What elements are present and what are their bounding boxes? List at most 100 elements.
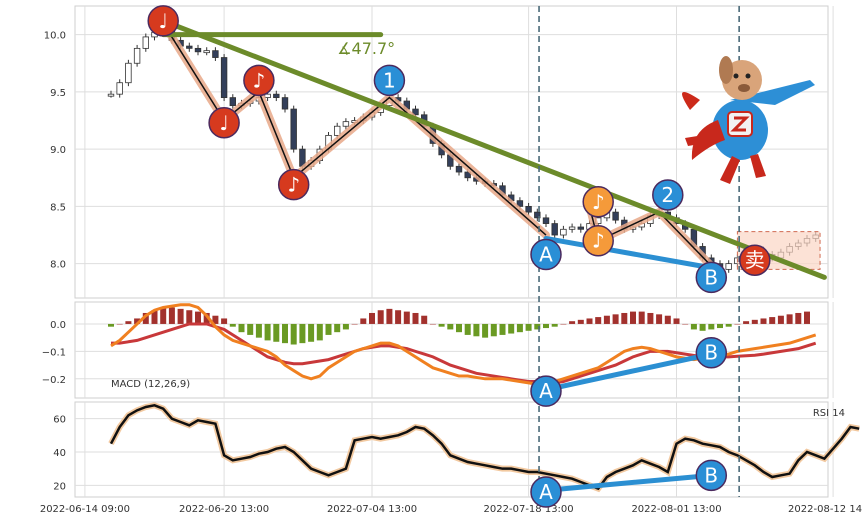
marker-label: 卖 [745, 248, 765, 272]
candle-body [412, 108, 419, 116]
macd-hist-bar [490, 323, 497, 337]
marker-label: ♩ [219, 111, 228, 135]
macd-hist-bar [282, 323, 288, 344]
macd-hist-bar [569, 321, 576, 324]
marker-label: B [704, 265, 718, 289]
macd-hist-bar [717, 323, 723, 329]
macd-hist-bar [612, 314, 619, 324]
macd-hist-bar [177, 308, 184, 324]
marker-badge: B [695, 336, 728, 369]
candle-body [542, 217, 550, 224]
macd-hist-bar [516, 323, 523, 333]
macd-hist-bar [125, 321, 132, 324]
marker-circle [147, 5, 179, 37]
macd-hist-bar [630, 311, 636, 324]
candle-body [203, 50, 210, 54]
marker-badge: ♪ [582, 186, 614, 218]
macd-hist-bar [360, 318, 367, 324]
x-tick-label: 2022-08-01 13:00 [631, 504, 721, 515]
macd-hist-bar [325, 323, 332, 335]
marker-badge: ♪ [582, 224, 614, 257]
trendline [160, 18, 827, 280]
macd-hist-bar [151, 310, 158, 324]
y-tick-label: −0.1 [42, 347, 66, 358]
macd-hist-bar [134, 318, 141, 324]
candle-body [186, 45, 193, 49]
macd-hist-bar [395, 310, 402, 324]
candle-body [455, 165, 463, 173]
marker-badge: ♩ [208, 107, 240, 139]
candle-body [107, 93, 115, 97]
macd-hist-bar [334, 323, 341, 333]
y-tick-label: 9.5 [50, 88, 66, 99]
macd-hist-bar [708, 323, 715, 330]
macd-hist-bar [499, 323, 506, 335]
candle-body [133, 47, 141, 64]
candle-body [273, 93, 280, 99]
marker-circle [695, 261, 728, 294]
macd-hist-bar [482, 323, 489, 338]
y-tick-label: 0.0 [50, 320, 66, 331]
macd-hist-bar [412, 312, 419, 324]
macd-hist-bar [760, 318, 767, 324]
overlays: ∡47.7° ♩ ♩ ♪ ♪ 1 A ♪ ♪ 2 B 卖 MACD (12,26,9) A B RSI 14 A… [111, 5, 845, 508]
candle-body [212, 50, 219, 58]
marker-circle [530, 476, 562, 508]
macd-hist-bar [734, 323, 741, 325]
candle-body [142, 36, 149, 49]
macd-hist-bar [699, 323, 706, 331]
macd-hist-bar [777, 315, 784, 324]
macd-hist-bar [673, 318, 680, 324]
macd-hist-bar [160, 307, 167, 324]
macd-hist-bar [316, 323, 323, 341]
rsi-line [109, 404, 860, 491]
marker-circle [530, 238, 562, 271]
candle-body [725, 263, 732, 270]
macd-hist-bar [664, 315, 671, 324]
candle-body [220, 57, 228, 99]
y-tick-label: 9.0 [50, 145, 66, 156]
macd-hist-bar [804, 311, 810, 324]
macd-hist-bar [238, 323, 245, 333]
macd-hist-bar [221, 318, 228, 324]
macd-hist-bar [438, 323, 445, 327]
candle-body [116, 82, 123, 95]
marker-circle [373, 64, 406, 97]
macd-hist-bar [786, 314, 793, 324]
macd-hist-bar [386, 308, 393, 324]
x-tick-label: 2022-06-14 09:00 [40, 504, 130, 515]
marker-circle [652, 179, 684, 211]
macd-hist-bar [638, 311, 645, 324]
macd-hist-bar [647, 312, 654, 324]
marker-label: B [704, 341, 718, 365]
macd-hist-bar [186, 310, 193, 324]
macd-hist-bar [690, 323, 697, 330]
marker-label: B [704, 463, 718, 487]
marker-badge: ♩ [147, 5, 179, 37]
marker-circle [582, 186, 614, 218]
marker-circle [695, 459, 728, 492]
candle-body [516, 200, 524, 207]
rsi-divergence-line [543, 472, 714, 493]
macd-hist-bar [551, 323, 558, 327]
macd-hist-bar [290, 323, 297, 345]
macd-hist-bar [342, 323, 349, 330]
macd-hist-bar [464, 323, 471, 335]
macd-hist-bar [108, 323, 114, 327]
macd-hist-bar [377, 310, 384, 324]
marker-label: 1 [383, 68, 396, 92]
rsi-glow [108, 402, 860, 493]
macd-hist-bar [351, 323, 358, 325]
candle-body [290, 108, 297, 150]
marker-circle [530, 375, 562, 407]
marker-badge: ♪ [277, 168, 310, 201]
macd-hist-bar [273, 323, 280, 342]
y-tick-label: 8.0 [50, 260, 66, 271]
panel-frame [74, 5, 829, 299]
macd-hist-bar [116, 323, 123, 325]
marker-label: ♩ [158, 9, 167, 33]
macd-hist-bar [203, 312, 210, 324]
macd-hist-bar [229, 323, 236, 327]
marker-badge: B [695, 261, 728, 294]
marker-label: 2 [661, 183, 674, 207]
